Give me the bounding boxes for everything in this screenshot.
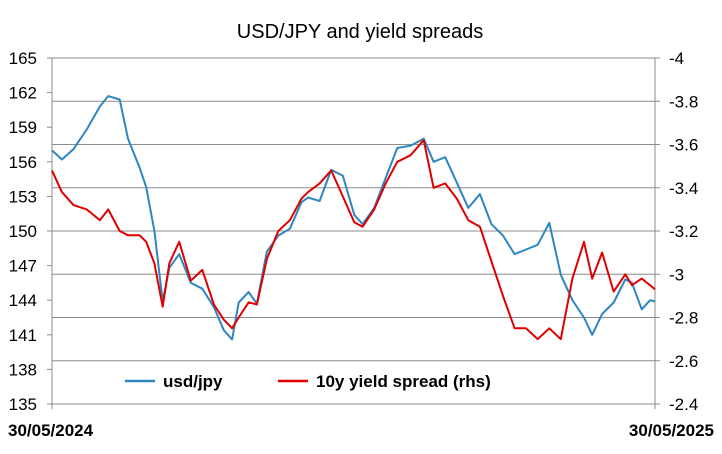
left-tick-label: 153 [9,187,37,206]
right-tick-label: -3.2 [669,222,698,241]
right-tick-label: -3 [669,265,684,284]
left-tick-label: 141 [9,326,37,345]
right-tick-label: -3.8 [669,92,698,111]
x-axis-end-label: 30/05/2025 [629,421,714,440]
legend-label: usd/jpy [163,372,223,391]
chart-title: USD/JPY and yield spreads [237,21,483,43]
legend: usd/jpy 10y yield spread (rhs) [125,372,491,391]
left-tick-label: 150 [9,222,37,241]
left-tick-label: 162 [9,84,37,103]
series-layer [51,95,656,341]
left-axis-ticks: 135 138 141 144 147 150 153 156 159 162 165 [9,49,52,414]
left-tick-label: 159 [9,118,37,137]
series-line-usdjpy [51,95,656,341]
series-line-yield-spread [51,139,656,341]
left-tick-label: 144 [9,291,37,310]
right-tick-label: -2.8 [669,309,698,328]
gridlines [52,57,655,362]
x-axis-start-label: 30/05/2024 [8,421,94,440]
right-tick-label: -2.4 [669,395,698,414]
left-tick-label: 138 [9,360,37,379]
left-tick-label: 156 [9,153,37,172]
right-tick-label: -3.4 [669,179,698,198]
left-tick-label: 135 [9,395,37,414]
right-tick-label: -2.6 [669,352,698,371]
right-tick-label: -4 [669,49,684,68]
left-tick-label: 147 [9,257,37,276]
left-tick-label: 165 [9,49,37,68]
right-axis-ticks: -2.4 -2.6 -2.8 -3 -3.2 -3.4 -3.6 -3.8 -4 [655,49,698,414]
right-tick-label: -3.6 [669,136,698,155]
legend-label: 10y yield spread (rhs) [316,372,491,391]
